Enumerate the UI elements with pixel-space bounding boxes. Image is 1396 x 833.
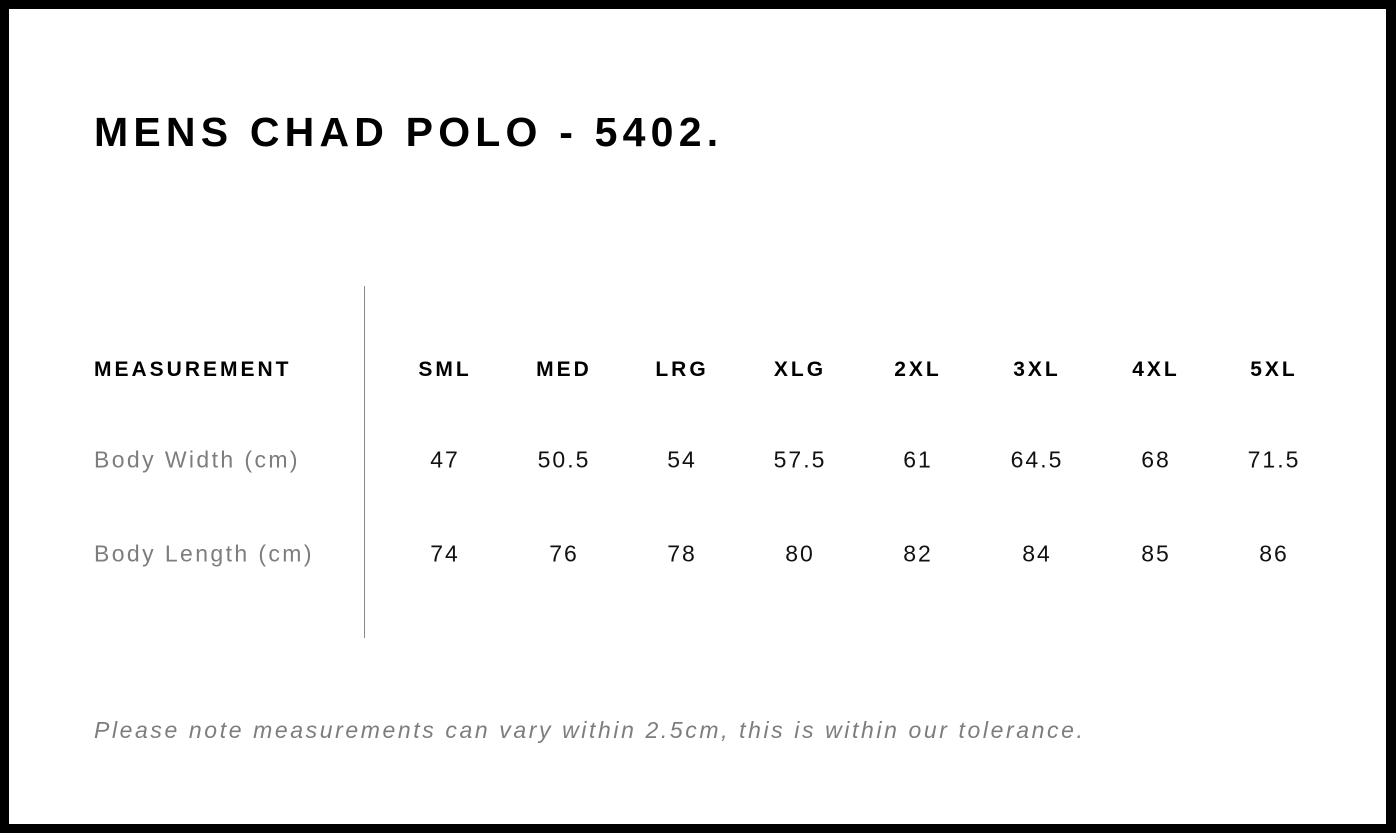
table-cell: 86 bbox=[1259, 540, 1289, 567]
table-cell: 50.5 bbox=[537, 446, 591, 473]
size-header: 2XL bbox=[894, 358, 942, 381]
size-header: LRG bbox=[655, 358, 709, 381]
column-divider bbox=[364, 286, 365, 638]
table-cell: 61 bbox=[903, 446, 933, 473]
measurement-header: MEASUREMENT bbox=[94, 358, 292, 381]
size-header: XLG bbox=[773, 358, 827, 381]
size-header: SML bbox=[418, 358, 472, 381]
table-cell: 57.5 bbox=[773, 446, 827, 473]
size-header: 4XL bbox=[1132, 358, 1180, 381]
table-cell: 80 bbox=[785, 540, 815, 567]
table-cell: 71.5 bbox=[1247, 446, 1301, 473]
table-cell: 64.5 bbox=[1010, 446, 1064, 473]
table-cell: 76 bbox=[549, 540, 579, 567]
page-title: MENS CHAD POLO - 5402. bbox=[94, 109, 724, 155]
tolerance-note: Please note measurements can vary within… bbox=[94, 717, 1086, 743]
row-label: Body Width (cm) bbox=[94, 446, 300, 473]
table-cell: 47 bbox=[430, 446, 460, 473]
size-header: 3XL bbox=[1013, 358, 1061, 381]
table-cell: 74 bbox=[430, 540, 460, 567]
table-cell: 82 bbox=[903, 540, 933, 567]
table-cell: 84 bbox=[1022, 540, 1052, 567]
table-cell: 85 bbox=[1141, 540, 1171, 567]
size-header: MED bbox=[536, 358, 592, 381]
table-cell: 54 bbox=[667, 446, 697, 473]
table-cell: 78 bbox=[667, 540, 697, 567]
size-chart-sheet: MENS CHAD POLO - 5402. MEASUREMENT SML MED… bbox=[9, 9, 1386, 824]
size-header: 5XL bbox=[1250, 358, 1298, 381]
row-label: Body Length (cm) bbox=[94, 540, 314, 567]
table-cell: 68 bbox=[1141, 446, 1171, 473]
